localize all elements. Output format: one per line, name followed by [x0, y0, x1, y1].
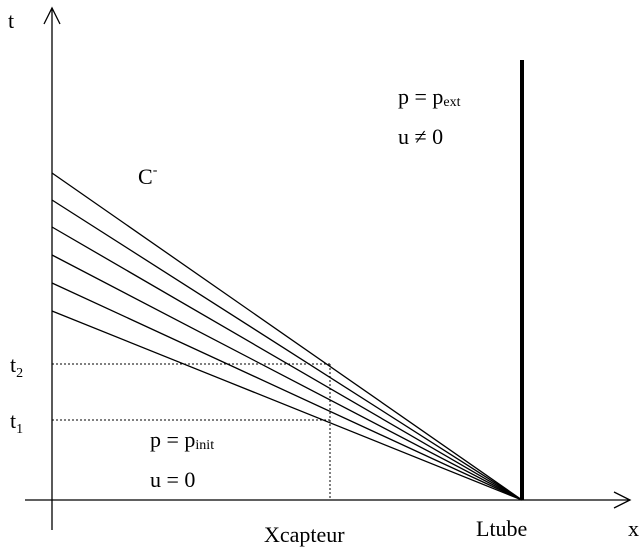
axes	[25, 6, 632, 530]
t-arrow	[43, 6, 61, 25]
char-line	[51, 282, 523, 501]
t1-label: t1	[10, 408, 23, 437]
inside-velocity: u = 0	[150, 467, 195, 492]
x-label: x	[628, 516, 639, 541]
char-line	[51, 310, 523, 501]
char-line	[51, 199, 523, 501]
char-line	[51, 226, 523, 501]
characteristic-label: C-	[138, 163, 158, 189]
char-line	[51, 254, 523, 501]
inside-pressure: p = pinit	[150, 427, 214, 453]
ltube-label: Ltube	[476, 516, 527, 541]
outside-pressure: p = pext	[398, 84, 461, 110]
dotted-guides	[52, 363, 331, 500]
characteristics	[51, 172, 523, 501]
t-label: t	[8, 8, 14, 33]
outside-velocity: u ≠ 0	[398, 124, 443, 149]
char-line	[51, 172, 523, 501]
x-arrow	[613, 491, 632, 509]
t2-label: t2	[10, 352, 23, 381]
xcapteur-label: Xcapteur	[264, 522, 345, 547]
